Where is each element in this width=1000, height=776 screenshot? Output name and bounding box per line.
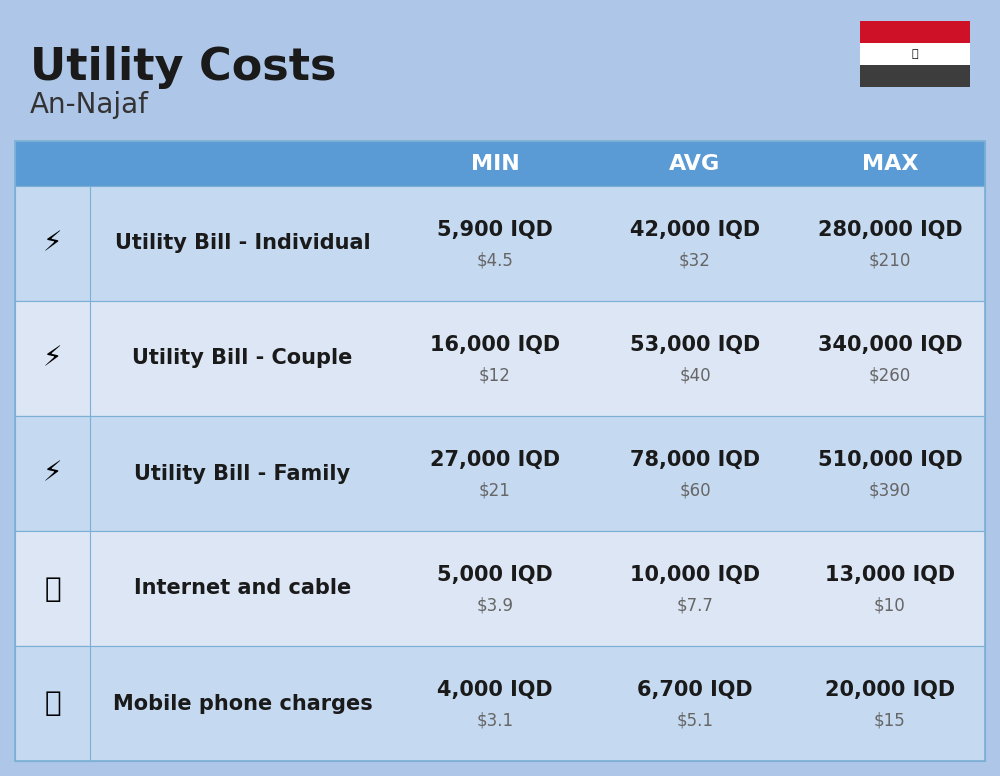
Text: $15: $15	[874, 712, 906, 729]
Text: 340,000 IQD: 340,000 IQD	[818, 334, 962, 355]
Text: $7.7: $7.7	[677, 597, 713, 615]
Text: 78,000 IQD: 78,000 IQD	[630, 450, 760, 469]
FancyBboxPatch shape	[15, 301, 985, 416]
Text: 6,700 IQD: 6,700 IQD	[637, 680, 753, 700]
FancyBboxPatch shape	[860, 65, 970, 87]
Text: 13,000 IQD: 13,000 IQD	[825, 565, 955, 584]
Text: $60: $60	[679, 482, 711, 500]
Text: $21: $21	[479, 482, 511, 500]
Text: 510,000 IQD: 510,000 IQD	[818, 450, 962, 469]
Text: 🕌: 🕌	[912, 49, 918, 59]
Text: ⚡: ⚡	[43, 459, 62, 487]
FancyBboxPatch shape	[15, 186, 985, 301]
Text: $4.5: $4.5	[477, 251, 513, 270]
Text: 42,000 IQD: 42,000 IQD	[630, 220, 760, 240]
Text: $390: $390	[869, 482, 911, 500]
Text: 📱: 📱	[44, 690, 61, 718]
Text: Utility Costs: Utility Costs	[30, 46, 336, 89]
Text: 5,900 IQD: 5,900 IQD	[437, 220, 553, 240]
FancyBboxPatch shape	[15, 301, 90, 416]
Text: Utility Bill - Individual: Utility Bill - Individual	[115, 234, 370, 254]
Text: MAX: MAX	[862, 154, 918, 174]
Text: 20,000 IQD: 20,000 IQD	[825, 680, 955, 700]
Text: $260: $260	[869, 367, 911, 385]
FancyBboxPatch shape	[15, 531, 90, 646]
FancyBboxPatch shape	[15, 186, 90, 301]
Text: $210: $210	[869, 251, 911, 270]
FancyBboxPatch shape	[15, 646, 90, 761]
Text: $5.1: $5.1	[676, 712, 713, 729]
Text: An-Najaf: An-Najaf	[30, 91, 149, 119]
Text: $3.9: $3.9	[476, 597, 514, 615]
Text: Utility Bill - Family: Utility Bill - Family	[134, 463, 351, 483]
FancyBboxPatch shape	[15, 646, 985, 761]
Text: 27,000 IQD: 27,000 IQD	[430, 450, 560, 469]
Text: Mobile phone charges: Mobile phone charges	[113, 694, 372, 713]
Text: $40: $40	[679, 367, 711, 385]
Text: $32: $32	[679, 251, 711, 270]
Text: $3.1: $3.1	[476, 712, 514, 729]
FancyBboxPatch shape	[15, 416, 985, 531]
Text: ⚡: ⚡	[43, 230, 62, 258]
FancyBboxPatch shape	[15, 141, 985, 186]
Text: Internet and cable: Internet and cable	[134, 578, 351, 598]
FancyBboxPatch shape	[15, 531, 985, 646]
Text: 10,000 IQD: 10,000 IQD	[630, 565, 760, 584]
Text: 4,000 IQD: 4,000 IQD	[437, 680, 553, 700]
Text: AVG: AVG	[669, 154, 721, 174]
Text: Utility Bill - Couple: Utility Bill - Couple	[132, 348, 353, 369]
FancyBboxPatch shape	[860, 21, 970, 43]
Text: 53,000 IQD: 53,000 IQD	[630, 334, 760, 355]
Text: $12: $12	[479, 367, 511, 385]
Text: 16,000 IQD: 16,000 IQD	[430, 334, 560, 355]
Text: 5,000 IQD: 5,000 IQD	[437, 565, 553, 584]
Text: $10: $10	[874, 597, 906, 615]
FancyBboxPatch shape	[860, 43, 970, 65]
FancyBboxPatch shape	[15, 416, 90, 531]
Text: 📶: 📶	[44, 574, 61, 602]
Text: 280,000 IQD: 280,000 IQD	[818, 220, 962, 240]
Text: ⚡: ⚡	[43, 345, 62, 372]
Text: MIN: MIN	[471, 154, 519, 174]
